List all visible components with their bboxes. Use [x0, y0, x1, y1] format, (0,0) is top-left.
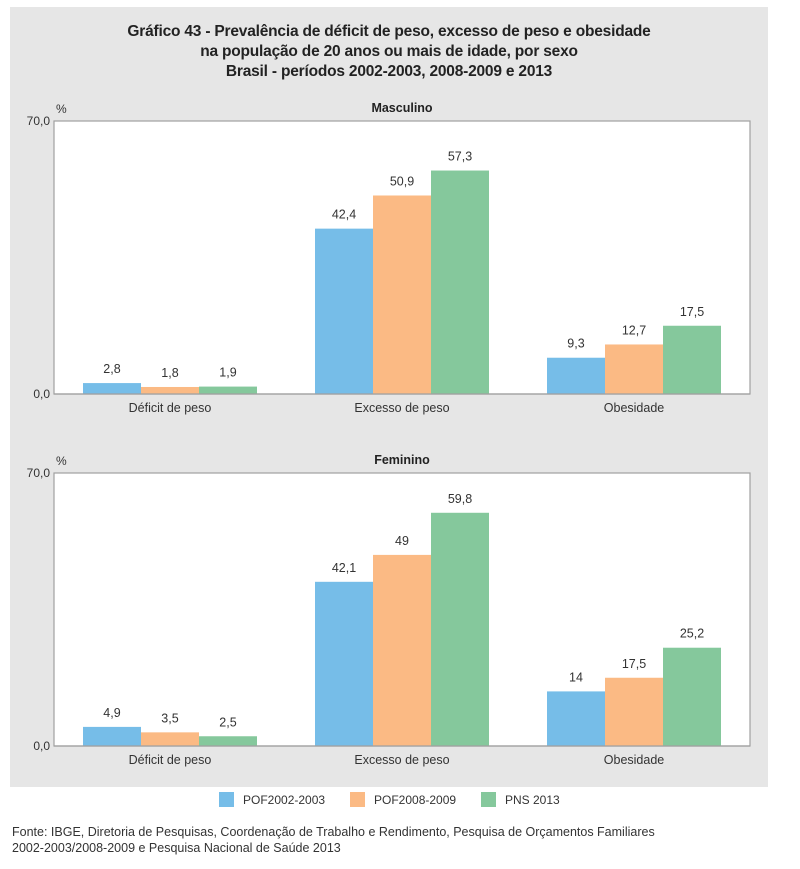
bar-deficit-de-peso-pns-2013-masculino [199, 386, 257, 394]
x-tick-label-excesso-de-peso-masculino: Excesso de peso [354, 401, 449, 415]
data-label-obesidade-pof2008-2009-feminino: 17,5 [622, 657, 646, 671]
x-tick-label-obesidade-feminino: Obesidade [604, 753, 665, 767]
bar-excesso-de-peso-pof2008-2009-masculino [373, 195, 431, 394]
legend-swatch-pof2008-2009 [350, 792, 365, 807]
x-tick-label-deficit-de-peso-feminino: Déficit de peso [129, 753, 212, 767]
data-label-obesidade-pns-2013-masculino: 17,5 [680, 305, 704, 319]
data-label-deficit-de-peso-pns-2013-masculino: 1,9 [219, 366, 236, 380]
y-tick-label-min-masculino: 0,0 [33, 387, 50, 401]
legend-label-pns-2013: PNS 2013 [505, 792, 560, 807]
y-axis-unit-label-masculino: % [56, 102, 67, 116]
chart-title-line-3: Brasil - períodos 2002-2003, 2008-2009 e… [225, 63, 553, 80]
bar-obesidade-pns-2013-feminino [663, 647, 721, 746]
data-label-obesidade-pns-2013-feminino: 25,2 [680, 627, 704, 641]
source-note-line-2: 2002-2003/2008-2009 e Pesquisa Nacional … [12, 841, 341, 855]
data-label-obesidade-pof2002-2003-masculino: 9,3 [567, 337, 584, 351]
bar-chart-masculino: Masculino% 70,0 0,0 Déficit de peso 2,8 1,8 1,… [27, 101, 751, 415]
bar-obesidade-pof2008-2009-feminino [605, 677, 663, 746]
bar-excesso-de-peso-pns-2013-feminino [431, 512, 489, 746]
bar-obesidade-pof2002-2003-feminino [547, 691, 605, 746]
bar-excesso-de-peso-pof2002-2003-feminino [315, 581, 373, 746]
chart-title-line-1: Gráfico 43 - Prevalência de déficit de p… [127, 23, 651, 40]
x-tick-label-obesidade-masculino: Obesidade [604, 401, 665, 415]
y-tick-label-max-feminino: 70,0 [27, 466, 51, 480]
chart-title-line-2: na população de 20 anos ou mais de idade… [200, 43, 578, 60]
source-note-line-1: Fonte: IBGE, Diretoria de Pesquisas, Coo… [12, 825, 655, 839]
data-label-deficit-de-peso-pof2008-2009-masculino: 1,8 [161, 366, 178, 380]
bar-obesidade-pof2002-2003-masculino [547, 357, 605, 394]
data-label-excesso-de-peso-pof2002-2003-feminino: 42,1 [332, 561, 356, 575]
source-note: Fonte: IBGE, Diretoria de Pesquisas, Coo… [12, 824, 792, 856]
subplot-title-masculino: Masculino [371, 101, 432, 115]
data-label-obesidade-pof2008-2009-masculino: 12,7 [622, 323, 646, 337]
bar-excesso-de-peso-pof2008-2009-feminino [373, 554, 431, 746]
data-label-deficit-de-peso-pof2008-2009-feminino: 3,5 [161, 711, 178, 725]
data-label-deficit-de-peso-pof2002-2003-masculino: 2,8 [103, 362, 120, 376]
legend-item-pof2002-2003: POF2002-2003 [219, 792, 325, 807]
legend-swatch-pns-2013 [481, 792, 496, 807]
legend: POF2002-2003 POF2008-2009 PNS 2013 [0, 792, 800, 812]
bar-obesidade-pns-2013-masculino [663, 325, 721, 394]
data-label-deficit-de-peso-pns-2013-feminino: 2,5 [219, 715, 236, 729]
data-label-deficit-de-peso-pof2002-2003-feminino: 4,9 [103, 706, 120, 720]
bar-deficit-de-peso-pns-2013-feminino [199, 736, 257, 746]
data-label-obesidade-pof2002-2003-feminino: 14 [569, 670, 583, 684]
x-tick-label-deficit-de-peso-masculino: Déficit de peso [129, 401, 212, 415]
bar-excesso-de-peso-pof2002-2003-masculino [315, 228, 373, 394]
legend-item-pns-2013: PNS 2013 [481, 792, 560, 807]
legend-label-pof2002-2003: POF2002-2003 [243, 792, 326, 807]
bar-deficit-de-peso-pof2008-2009-feminino [141, 732, 199, 746]
data-label-excesso-de-peso-pns-2013-feminino: 59,8 [448, 492, 472, 506]
y-tick-label-max-masculino: 70,0 [27, 114, 51, 128]
legend-label-pof2008-2009: POF2008-2009 [374, 792, 457, 807]
chart-title: Gráfico 43 - Prevalência de déficit de p… [10, 22, 768, 82]
bar-deficit-de-peso-pof2008-2009-masculino [141, 386, 199, 394]
y-axis-unit-label-feminino: % [56, 454, 67, 468]
bar-deficit-de-peso-pof2002-2003-feminino [83, 726, 141, 746]
y-tick-label-min-feminino: 0,0 [33, 739, 50, 753]
legend-swatch-pof2002-2003 [219, 792, 234, 807]
legend-item-pof2008-2009: POF2008-2009 [350, 792, 456, 807]
subplot-title-feminino: Feminino [374, 453, 430, 467]
bar-obesidade-pof2008-2009-masculino [605, 344, 663, 394]
bar-excesso-de-peso-pns-2013-masculino [431, 170, 489, 394]
bar-deficit-de-peso-pof2002-2003-masculino [83, 383, 141, 394]
data-label-excesso-de-peso-pof2008-2009-masculino: 50,9 [390, 174, 414, 188]
data-label-excesso-de-peso-pns-2013-masculino: 57,3 [448, 150, 472, 164]
data-label-excesso-de-peso-pof2002-2003-masculino: 42,4 [332, 208, 356, 222]
bar-chart-feminino: Feminino% 70,0 0,0 Déficit de peso 4,9 3,5 2,5… [27, 453, 751, 767]
data-label-excesso-de-peso-pof2008-2009-feminino: 49 [395, 534, 409, 548]
x-tick-label-excesso-de-peso-feminino: Excesso de peso [354, 753, 449, 767]
